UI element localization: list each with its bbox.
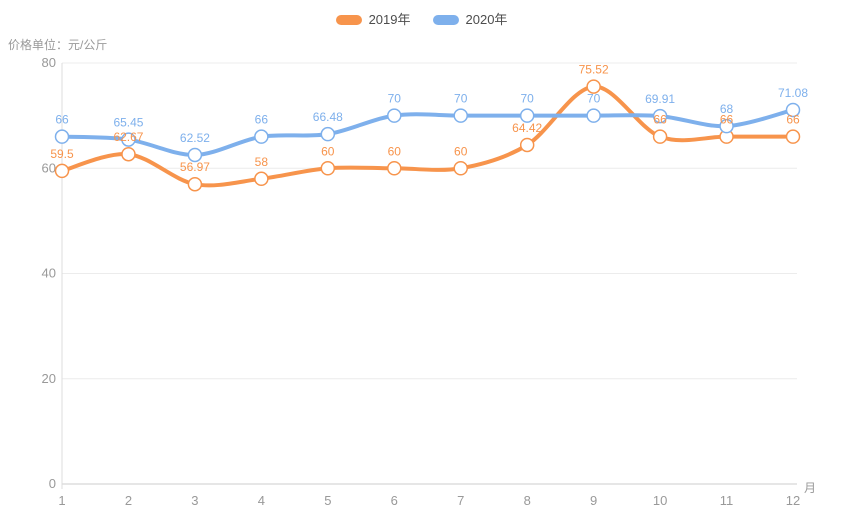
- data-point-marker: [453, 161, 468, 176]
- data-point-marker: [387, 161, 402, 176]
- data-point-marker: [187, 147, 203, 163]
- x-tick-label: 6: [391, 493, 398, 508]
- x-tick-label: 9: [590, 493, 597, 508]
- data-point-label: 56.97: [180, 160, 210, 174]
- series-2020: [54, 102, 801, 163]
- data-point-label: 60: [321, 144, 335, 158]
- x-tick-label: 11: [720, 493, 734, 508]
- data-point-marker: [719, 118, 734, 134]
- data-point-label: 69.91: [645, 92, 675, 106]
- data-point-label: 66: [55, 113, 69, 127]
- x-axis-unit-label: 月: [804, 481, 816, 495]
- x-tick-label: 8: [524, 493, 531, 508]
- data-point-marker: [54, 129, 70, 144]
- series-line: [60, 84, 795, 188]
- data-point-marker: [187, 176, 203, 192]
- data-point-marker: [320, 126, 336, 142]
- data-point-marker: [121, 146, 136, 162]
- y-tick-label: 40: [42, 266, 56, 281]
- data-point-marker: [586, 108, 601, 123]
- legend-item-2020[interactable]: 2020年: [432, 12, 508, 27]
- data-point-label: 70: [388, 92, 402, 106]
- data-point-label: 68: [720, 102, 734, 116]
- data-point-label: 66.48: [313, 110, 343, 124]
- y-tick-label: 0: [49, 476, 56, 491]
- data-point-marker: [519, 137, 535, 153]
- series-labels-2019: 59.5 62.67 56.97 58 60 60 60 64.42 75.52 66 66 66: [50, 63, 800, 175]
- series-line: [60, 107, 795, 157]
- series-labels-2020: 66 65.45 62.52 66 66.48 70 70 70 70 69.91 68 71.08: [55, 86, 808, 145]
- data-point-marker: [519, 108, 535, 123]
- data-point-marker: [121, 132, 136, 147]
- data-point-label: 59.5: [50, 147, 74, 161]
- data-point-label: 66: [653, 113, 667, 127]
- y-tick-label: 60: [42, 160, 56, 175]
- data-point-label: 60: [388, 144, 402, 158]
- series-2019: [54, 79, 801, 192]
- x-tick-label: 7: [457, 493, 464, 508]
- data-point-marker: [54, 163, 70, 179]
- data-point-label: 66: [255, 113, 269, 127]
- data-point-marker: [453, 108, 468, 123]
- x-tick-label: 3: [191, 493, 198, 508]
- x-tick-label: 5: [324, 493, 331, 508]
- data-point-marker: [387, 108, 402, 123]
- y-tick-label: 20: [42, 371, 56, 386]
- data-point-label: 70: [521, 92, 535, 106]
- data-point-label: 66: [786, 113, 800, 127]
- data-point-label: 70: [454, 92, 468, 106]
- x-tick-label: 4: [258, 493, 265, 508]
- data-point-marker: [785, 129, 801, 144]
- x-tick-label: 2: [125, 493, 132, 508]
- legend-item-2019[interactable]: 2019年: [335, 12, 411, 27]
- legend-swatch: [335, 15, 362, 25]
- data-point-label: 64.42: [512, 121, 542, 135]
- data-point-label: 75.52: [579, 63, 609, 77]
- x-axis-labels: 1 2 3 4 5 6 7 8 9 10 11 12月: [58, 481, 816, 508]
- data-point-marker: [254, 129, 269, 144]
- legend-swatch: [432, 15, 459, 25]
- legend-label: 2020年: [465, 12, 508, 27]
- data-point-label: 62.67: [113, 130, 143, 144]
- data-point-label: 71.08: [778, 86, 808, 100]
- x-tick-label: 1: [58, 493, 65, 508]
- y-axis-unit-label: 价格单位：元/公斤: [8, 38, 108, 52]
- data-point-label: 60: [454, 144, 468, 158]
- data-point-label: 58: [255, 155, 269, 169]
- legend-label: 2019年: [368, 12, 411, 27]
- data-point-marker: [254, 171, 269, 187]
- data-point-marker: [586, 79, 601, 94]
- data-point-label: 66: [720, 113, 734, 127]
- data-point-label: 62.52: [180, 131, 210, 145]
- legend: 2019年 2020年: [0, 10, 843, 30]
- data-point-marker: [785, 102, 801, 118]
- data-point-marker: [320, 161, 336, 176]
- x-tick-label: 12: [786, 493, 800, 508]
- data-point-marker: [652, 129, 668, 144]
- data-point-label: 70: [587, 92, 601, 106]
- y-tick-label: 80: [42, 55, 56, 70]
- data-point-label: 65.45: [113, 116, 143, 130]
- data-point-marker: [652, 108, 668, 124]
- x-tick-label: 10: [653, 493, 667, 508]
